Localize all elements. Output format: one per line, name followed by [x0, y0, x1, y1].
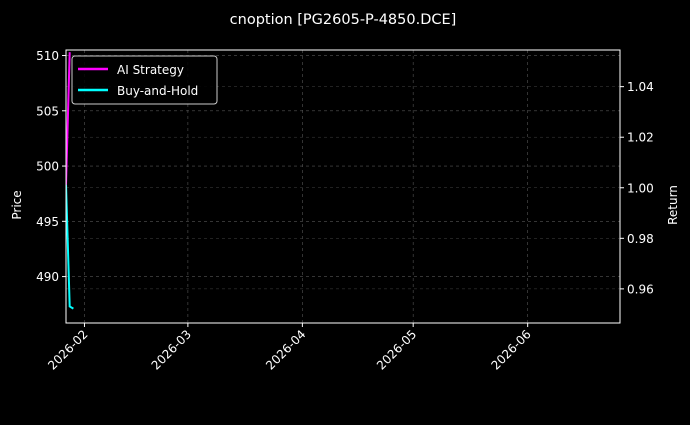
x-tick-label: 2026-04 — [263, 327, 308, 372]
y-tick-label: 510 — [36, 49, 59, 63]
x-tick-label: 2026-06 — [488, 327, 533, 372]
y-tick-label: 490 — [36, 270, 59, 284]
x-tick-label: 2026-05 — [374, 327, 419, 372]
y-right-tick-label: 1.04 — [627, 80, 654, 94]
series-line-ai-strategy — [66, 52, 71, 185]
x-axis: 2026-02 2026-03 2026-04 2026-05 2026-06 — [45, 323, 534, 373]
series-lines — [66, 52, 74, 310]
y-tick-label: 500 — [36, 160, 59, 174]
x-tick-label: 2026-02 — [45, 327, 90, 372]
legend: AI Strategy Buy-and-Hold — [71, 55, 218, 105]
y-axis-right-label: Return — [666, 185, 680, 225]
legend-box — [71, 55, 218, 105]
y-right-tick-label: 1.02 — [627, 131, 654, 145]
y-right-tick-label: 0.96 — [627, 282, 654, 296]
y-tick-label: 495 — [36, 215, 59, 229]
x-tick-label: 2026-03 — [149, 327, 194, 372]
legend-label-buy-and-hold: Buy-and-Hold — [117, 84, 198, 98]
plot-frame — [65, 49, 621, 324]
y-tick-label: 505 — [36, 104, 59, 118]
legend-label-ai-strategy: AI Strategy — [117, 63, 184, 77]
chart-title: cnoption [PG2605-P-4850.DCE] — [230, 12, 457, 28]
y-axis-left: 490 495 500 505 510 — [36, 49, 66, 284]
series-line-buy-and-hold — [66, 184, 74, 310]
y-axis-label: Price — [10, 190, 24, 219]
y-right-tick-label: 1.00 — [627, 181, 654, 195]
y-right-tick-label: 0.98 — [627, 232, 654, 246]
y-axis-right: 0.96 0.98 1.00 1.02 1.04 — [620, 80, 654, 296]
